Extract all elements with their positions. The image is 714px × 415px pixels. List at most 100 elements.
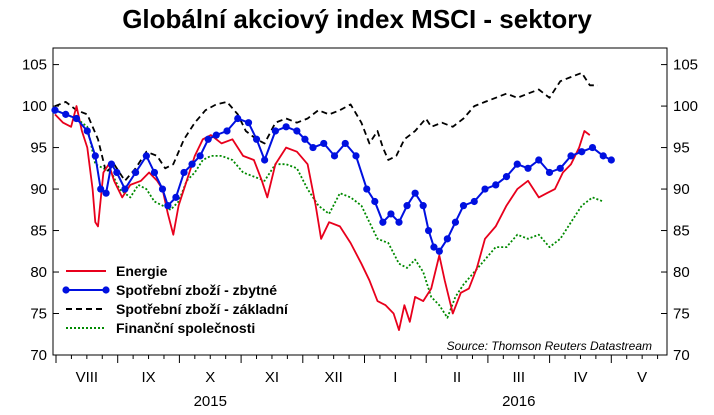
series-marker	[62, 110, 70, 118]
series-marker	[204, 135, 212, 143]
legend-marker	[62, 286, 70, 294]
plot-frame	[52, 47, 668, 356]
series-marker	[443, 235, 451, 243]
series-marker	[451, 218, 460, 226]
series-marker	[301, 135, 309, 143]
x-year-label: 2016	[502, 393, 535, 410]
series-marker	[535, 156, 543, 164]
series-marker	[212, 131, 220, 139]
y-tick-label-left: 75	[30, 306, 47, 323]
legend-marker	[102, 286, 110, 294]
legend-label: Energie	[116, 263, 168, 279]
series-marker	[261, 156, 269, 164]
series-marker	[83, 127, 91, 135]
series-marker	[470, 197, 478, 206]
series-marker	[371, 197, 379, 206]
series-marker	[282, 123, 290, 131]
series-marker	[113, 168, 121, 177]
series-marker	[188, 160, 196, 168]
y-tick-label-right: 85	[673, 223, 690, 240]
y-tick-label-left: 95	[30, 140, 47, 157]
series-marker	[150, 168, 159, 177]
series-marker	[363, 185, 371, 193]
series-marker	[107, 160, 116, 168]
series-marker	[97, 185, 105, 193]
series-marker	[492, 181, 500, 189]
y-tick-label-right: 75	[673, 306, 690, 323]
series-marker	[121, 185, 129, 193]
series-marker	[164, 202, 172, 210]
legend-label: Spotřební zboží - zbytné	[116, 282, 277, 298]
series-marker	[142, 152, 150, 160]
series-marker	[430, 243, 438, 251]
series-marker	[419, 202, 427, 210]
series-line	[54, 105, 591, 332]
series-marker	[481, 185, 489, 193]
series-line	[54, 109, 604, 319]
y-tick-label-right: 80	[673, 264, 690, 281]
series-marker	[320, 139, 328, 148]
series-marker	[524, 164, 532, 172]
series-marker	[578, 148, 586, 156]
y-tick-label-right: 95	[673, 140, 690, 157]
series-layer	[51, 72, 615, 332]
x-month-label: IV	[573, 369, 587, 386]
series-marker	[403, 202, 411, 210]
source-label: Source: Thomson Reuters Datastream	[447, 339, 652, 353]
series-marker	[234, 114, 242, 123]
series-marker	[545, 168, 554, 177]
series-marker	[158, 185, 167, 193]
series-marker	[513, 160, 521, 168]
series-marker	[502, 173, 511, 181]
y-tick-label-left: 100	[22, 98, 47, 115]
series-marker	[330, 152, 339, 160]
x-month-label: X	[205, 369, 215, 386]
y-tick-label-left: 105	[22, 57, 47, 74]
series-marker	[196, 152, 204, 160]
series-marker	[252, 135, 261, 143]
legend: Energie Spotřební zboží - zbytné Spotřební…	[62, 263, 289, 336]
x-month-label: III	[512, 369, 525, 386]
y-tick-label-left: 80	[30, 264, 47, 281]
x-year-label: 2015	[194, 393, 227, 410]
x-month-label: I	[393, 369, 397, 386]
x-month-label: V	[637, 369, 647, 386]
x-month-label: XII	[324, 369, 342, 386]
series-marker	[132, 168, 140, 177]
series-marker	[271, 127, 279, 135]
series-marker	[424, 226, 433, 235]
y-tick-label-right: 70	[673, 347, 690, 364]
series-marker	[607, 156, 615, 164]
legend-label: Finanční společnosti	[116, 320, 255, 336]
series-marker	[567, 152, 575, 160]
x-month-label: IX	[141, 369, 155, 386]
series-marker	[395, 218, 403, 226]
series-marker	[588, 143, 597, 152]
series-marker	[459, 202, 468, 210]
y-tick-label-left: 85	[30, 223, 47, 240]
series-marker	[102, 189, 110, 197]
series-marker	[172, 193, 180, 201]
y-tick-label-right: 100	[673, 98, 698, 115]
x-month-label: VIII	[76, 369, 99, 386]
series-marker	[599, 152, 607, 160]
x-month-label: II	[453, 369, 461, 386]
series-marker	[341, 139, 349, 148]
series-marker	[244, 119, 253, 127]
series-marker	[309, 143, 317, 152]
series-marker	[387, 210, 395, 218]
x-month-label: XI	[265, 369, 279, 386]
y-tick-label-right: 105	[673, 57, 698, 74]
series-marker	[91, 152, 99, 160]
y-tick-label-left: 90	[30, 181, 47, 198]
chart-title: Globální akciový index MSCI - sektory	[122, 4, 592, 34]
series-marker	[556, 164, 564, 172]
series-marker	[411, 189, 419, 197]
series-line	[54, 72, 598, 182]
series-marker	[223, 127, 231, 135]
series-marker	[352, 152, 360, 160]
series-marker	[379, 218, 387, 226]
legend-label: Spotřební zboží - základní	[116, 301, 289, 317]
series-marker	[293, 127, 301, 135]
